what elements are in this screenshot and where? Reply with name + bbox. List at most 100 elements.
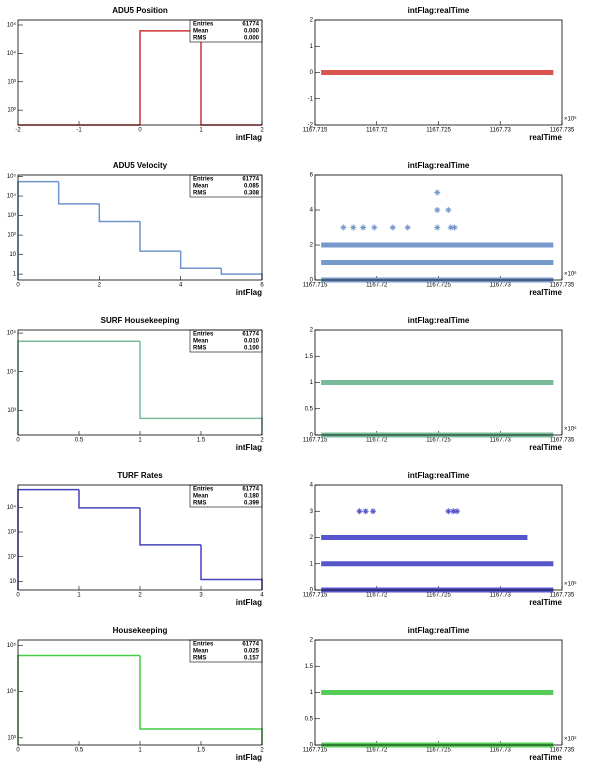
y-tick-label: 1.5 <box>305 354 314 360</box>
x-tick-label: 1167.725 <box>426 128 451 134</box>
point <box>434 207 441 213</box>
point <box>447 224 454 231</box>
y-tick-label: 0 <box>310 433 314 439</box>
y-tick-label: 10 <box>9 252 16 258</box>
y-tick-label: 1 <box>310 561 314 567</box>
y-tick-label: 2 <box>310 328 314 334</box>
x-multiplier: ×10⁶ <box>564 736 577 743</box>
x-tick-label: 3 <box>199 593 203 599</box>
chart-title: ADU5 Position <box>112 6 168 15</box>
point-band <box>321 561 554 567</box>
point <box>445 207 452 213</box>
plot-frame <box>17 19 263 126</box>
x-tick-label: 0 <box>16 748 20 754</box>
x-tick-label: 1167.715 <box>303 438 328 444</box>
stats-name: Entries <box>193 642 214 648</box>
point <box>451 224 458 231</box>
y-tick-label: 10⁴ <box>7 688 17 695</box>
chart-title: intFlag:realTime <box>408 161 470 170</box>
y-tick-label: 10⁴ <box>7 504 17 511</box>
x-tick-label: 0 <box>16 283 20 289</box>
stats-value: 61774 <box>242 487 259 493</box>
histogram-bin <box>17 488 79 590</box>
y-tick-label: -1 <box>308 96 314 102</box>
y-tick-label: 0 <box>310 70 314 76</box>
y-tick-label: 4 <box>310 208 314 214</box>
x-axis-label: intFlag <box>236 598 262 607</box>
x-tick-label: -1 <box>76 128 82 134</box>
point-band <box>321 690 554 695</box>
x-tick-label: 2 <box>138 593 142 599</box>
histogram-bin <box>78 489 140 509</box>
plot-frame <box>314 639 563 746</box>
x-tick-label: 1167.725 <box>426 438 451 444</box>
y-tick-label: 0 <box>310 278 314 284</box>
x-tick-label: 1167.735 <box>550 593 575 599</box>
point-band <box>321 70 554 75</box>
x-axis-label: intFlag <box>236 133 262 142</box>
stats-name: Mean <box>193 184 209 190</box>
x-axis-label: intFlag <box>236 753 262 762</box>
point <box>360 224 367 231</box>
y-tick-label: 2 <box>310 638 314 644</box>
y-tick-label: 10⁴ <box>7 193 17 200</box>
x-tick-label: 1167.735 <box>550 283 575 289</box>
chart-title: Housekeeping <box>113 626 168 635</box>
y-tick-label: 10⁴ <box>7 50 17 57</box>
plot-frame <box>314 329 563 436</box>
y-tick-label: 10⁵ <box>7 22 17 29</box>
point <box>340 224 347 231</box>
y-tick-label: 10² <box>7 554 16 560</box>
stats-value: 0.399 <box>244 501 260 507</box>
y-tick-label: 10³ <box>7 408 16 414</box>
stats-value: 0.308 <box>244 191 260 197</box>
stats-name: Mean <box>193 339 209 345</box>
x-axis-label: realTime <box>529 753 562 762</box>
x-tick-label: 1167.73 <box>490 748 512 754</box>
plot-frame <box>17 484 263 591</box>
stats-value: 0.085 <box>244 184 260 190</box>
y-tick-label: 10⁵ <box>7 642 17 649</box>
x-multiplier: ×10⁶ <box>564 271 577 278</box>
y-tick-label: 10⁵ <box>7 173 17 180</box>
x-multiplier: ×10⁶ <box>564 116 577 123</box>
plot-frame <box>314 19 563 126</box>
y-tick-label: 10⁵ <box>7 330 17 337</box>
point <box>371 224 378 231</box>
x-tick-label: 1167.735 <box>550 438 575 444</box>
chart-title: TURF Rates <box>117 471 163 480</box>
y-tick-label: 10³ <box>7 735 16 741</box>
x-tick-label: 6 <box>260 283 264 289</box>
stats-value: 61774 <box>242 22 259 28</box>
y-tick-label: 0.5 <box>305 716 314 722</box>
y-tick-label: 0.5 <box>305 406 314 412</box>
point <box>356 508 363 515</box>
x-tick-label: 1167.73 <box>490 438 512 444</box>
y-tick-label: 6 <box>310 173 314 179</box>
point-band <box>321 380 554 385</box>
x-tick-label: 1167.72 <box>366 593 388 599</box>
y-tick-label: 3 <box>310 509 314 515</box>
x-tick-label: 1167.735 <box>550 128 575 134</box>
x-axis-label: intFlag <box>236 443 262 452</box>
x-tick-label: 4 <box>260 593 264 599</box>
chart-title: ADU5 Velocity <box>113 161 168 170</box>
x-tick-label: 2 <box>260 438 264 444</box>
chart-title: intFlag:realTime <box>408 626 470 635</box>
x-tick-label: 1167.735 <box>550 748 575 754</box>
y-tick-label: 1 <box>310 380 314 386</box>
stats-name: Mean <box>193 649 209 655</box>
x-axis-label: realTime <box>529 443 562 452</box>
x-axis-label: realTime <box>529 288 562 297</box>
point <box>445 508 452 515</box>
histogram-bin <box>98 203 140 223</box>
x-tick-label: 0 <box>138 128 142 134</box>
histogram-bin <box>17 180 59 280</box>
stats-value: 0.000 <box>244 36 260 42</box>
x-tick-label: 0 <box>16 593 20 599</box>
histogram-bin <box>139 655 263 745</box>
x-tick-label: 0 <box>16 438 20 444</box>
stats-value: 0.000 <box>244 29 260 35</box>
stats-value: 0.010 <box>244 339 260 345</box>
point <box>389 224 396 231</box>
